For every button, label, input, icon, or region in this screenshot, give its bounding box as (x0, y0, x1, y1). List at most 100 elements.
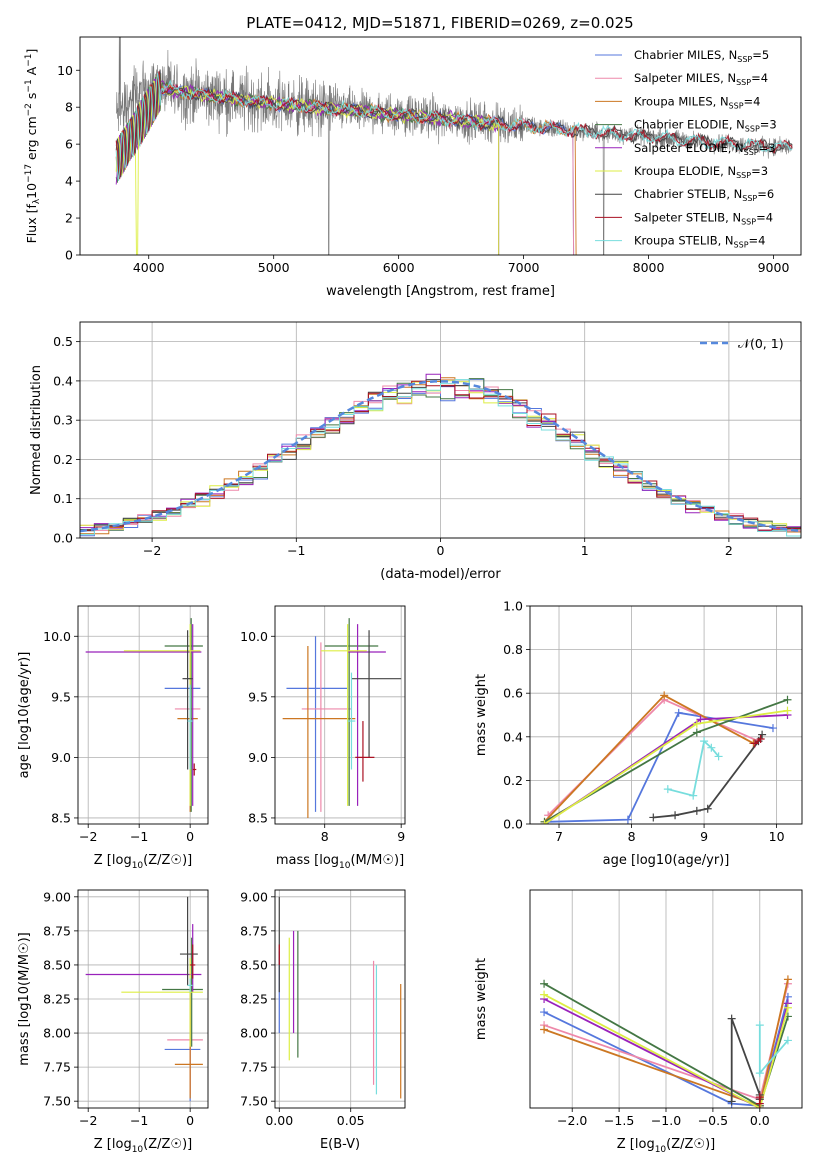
x-tick-label: 6000 (383, 260, 415, 275)
y-tick-label: 9.0 (248, 750, 268, 765)
legend-label: Chabrier ELODIE, NSSP=3 (634, 118, 777, 134)
series-kroupa-elodie (543, 993, 789, 1108)
y-tick-label: 8 (65, 100, 73, 115)
x-tick-label: 0 (437, 543, 445, 558)
y-tick-label: 8.25 (240, 992, 268, 1007)
x-axis-label: E(B-V) (320, 1137, 360, 1152)
x-tick-label: −1 (130, 829, 148, 844)
y-tick-label: 0.8 (503, 642, 523, 657)
y-tick-label: 8.75 (43, 923, 71, 938)
y-tick-label: 0.3 (53, 413, 73, 428)
series-kroupa-elodie (544, 709, 788, 824)
x-tick-label: 5000 (258, 260, 290, 275)
y-tick-label: 4 (65, 174, 73, 189)
y-tick-label: 7.50 (240, 1094, 268, 1109)
series-marker (783, 695, 792, 704)
y-tick-label: 0.6 (503, 686, 523, 701)
x-tick-label: 8000 (633, 260, 665, 275)
series-chabrier-miles (548, 711, 774, 823)
histogram-chabrier-stelib (80, 379, 801, 532)
y-tick-label: 8.50 (43, 957, 71, 972)
series-marker (703, 804, 712, 813)
y-axis-label: age [log10(age/yr)] (17, 652, 32, 779)
axes-frame (529, 605, 803, 825)
y-tick-label: 7.75 (240, 1060, 268, 1075)
point-chabrier-miles (164, 630, 201, 806)
histogram-chabrier-elodie (80, 378, 801, 531)
point-kroupa-elodie (121, 958, 203, 1047)
y-axis-label: mass [log10(M/M☉)] (17, 932, 32, 1065)
y-tick-label: 10.0 (240, 629, 268, 644)
normal-curve (80, 380, 801, 533)
y-tick-label: 9.0 (51, 750, 71, 765)
x-tick-label: 1 (581, 543, 589, 558)
point-salpeter-miles (301, 642, 352, 812)
x-tick-label: 7 (555, 829, 563, 844)
x-tick-label: −1 (130, 1113, 148, 1128)
series-marker (714, 752, 723, 761)
series-marker (783, 706, 792, 715)
x-axis-label: Z [log10(Z/Z☉)] (617, 1137, 715, 1155)
model-spectrum-chabrier-elodie (115, 77, 500, 255)
residual-histogram-panel: −2 −1 0 1 2 0.0 0.1 0.2 0.3 0.4 0.5 (data-model)/er… (29, 321, 802, 582)
x-tick-label: 9 (397, 829, 405, 844)
series-salpeter-stelib (754, 738, 762, 745)
spectrum-panel: 4000 5000 6000 7000 8000 9000 0 2 4 6 8 10 wavelengt… (24, 36, 802, 299)
x-tick-label: 8 (628, 829, 636, 844)
y-axis-label: mass weight (474, 674, 489, 756)
x-tick-label: 9 (700, 829, 708, 844)
y-tick-label: 10.0 (43, 629, 71, 644)
y-tick-label: 8.25 (43, 992, 71, 1007)
series-marker (783, 1003, 792, 1012)
series-marker (755, 1093, 764, 1102)
axes-frame (77, 605, 209, 825)
legend-label: Kroupa ELODIE, NSSP=3 (634, 164, 768, 180)
y-tick-label: 0.5 (53, 334, 73, 349)
series-marker (758, 730, 767, 739)
legend-label: Kroupa MILES, NSSP=4 (634, 94, 760, 110)
age-vs-mass-panel: 8 9 8.5 9.0 9.5 10.0 mass [log10(M/M☉)] (240, 605, 406, 871)
x-tick-label: −2.0 (557, 1113, 587, 1128)
x-tick-label: 4000 (133, 260, 165, 275)
series-marker (540, 979, 549, 988)
legend-label: 𝒩(0, 1) (738, 336, 784, 351)
y-axis-label: Normed distribution (29, 365, 44, 495)
legend-label: Kroupa STELIB, NSSP=4 (634, 234, 765, 250)
legend-label: Salpeter STELIB, NSSP=4 (634, 210, 773, 226)
point-chabrier-stelib (351, 630, 402, 758)
series-marker (756, 734, 765, 743)
y-tick-label: 6 (65, 137, 73, 152)
y-tick-label: 9.00 (240, 889, 268, 904)
y-tick-label: 9.5 (51, 689, 71, 704)
series-marker (750, 739, 759, 748)
x-tick-label: −2 (79, 829, 97, 844)
y-tick-label: 9.00 (43, 889, 71, 904)
axes-frame (79, 321, 802, 539)
y-tick-label: 8.00 (240, 1026, 268, 1041)
point-chabrier-stelib (182, 630, 193, 770)
y-tick-label: 8.00 (43, 1026, 71, 1041)
x-tick-label: 10 (769, 829, 785, 844)
x-tick-label: 0.00 (265, 1113, 293, 1128)
legend-label: Chabrier MILES, NSSP=5 (634, 48, 769, 64)
point-salpeter-stelib (190, 944, 196, 979)
x-tick-label: 0 (186, 1113, 194, 1128)
x-axis-label: age [log10(age/yr)] (603, 853, 730, 868)
legend-label: Chabrier STELIB, NSSP=6 (634, 187, 774, 203)
mass-vs-ebv-panel: 0.00 0.05 7.50 7.75 8.00 8.25 8.50 8.75 9.00 E(B-… (240, 889, 406, 1152)
series-marker (692, 806, 701, 815)
x-tick-label: 2 (725, 543, 733, 558)
error-bars (85, 618, 203, 812)
series-chabrier-stelib (730, 1018, 761, 1102)
x-tick-label: −2 (143, 543, 161, 558)
mass-weight-vs-age-panel: 7 8 9 10 0.0 0.2 0.4 0.6 0.8 1.0 age [log10(age/yr… (474, 599, 803, 868)
model-spectrum-kroupa-stelib (115, 73, 793, 181)
y-axis-label: mass weight (474, 958, 489, 1040)
series-marker (692, 728, 701, 737)
y-axis-label: Flux [fλ10−17 erg cm−2 s−1 A−1] (24, 49, 42, 244)
axes-frame (79, 36, 802, 256)
y-tick-label: 0.1 (53, 491, 73, 506)
point-kroupa-stelib (347, 672, 356, 770)
y-tick-label: 9.5 (248, 689, 268, 704)
point-kroupa-elodie (320, 624, 367, 806)
